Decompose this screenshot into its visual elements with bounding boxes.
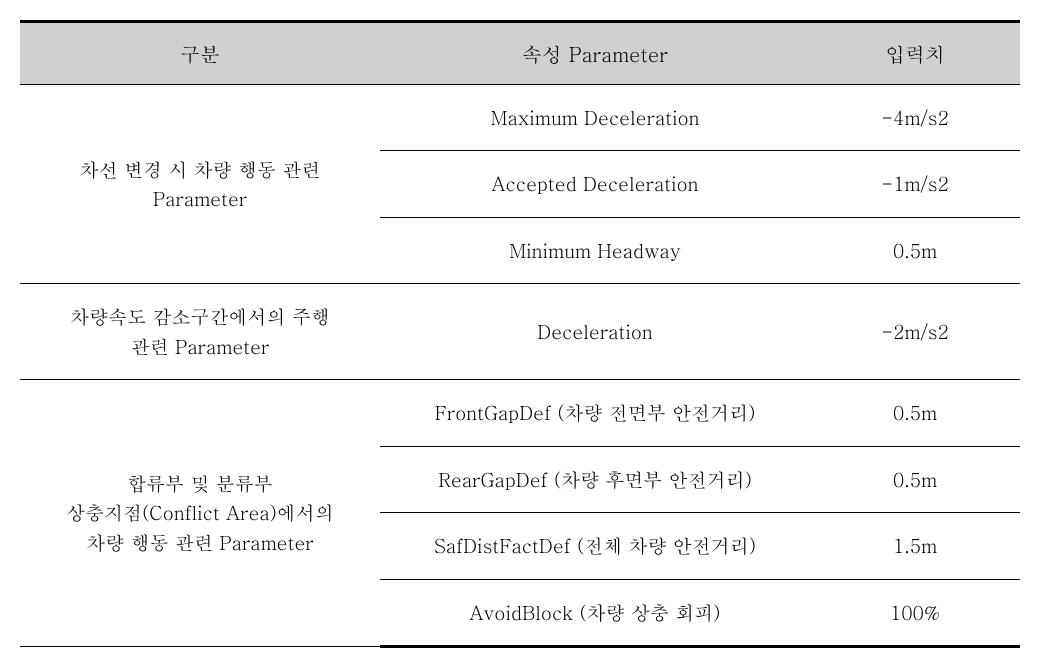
header-row: 구분 속성 Parameter 입력치 — [20, 22, 1020, 85]
value-cell: 0.5m — [810, 217, 1020, 283]
col-header-param: 속성 Parameter — [380, 22, 810, 85]
table-row: 합류부 및 분류부상충지점(Conflict Area)에서의차량 행동 관련 … — [20, 380, 1020, 446]
col-header-category: 구분 — [20, 22, 380, 85]
value-cell: 100% — [810, 579, 1020, 646]
param-cell: Accepted Deceleration — [380, 151, 810, 217]
param-cell: AvoidBlock (차량 상충 회피) — [380, 579, 810, 646]
category-cell: 차선 변경 시 차량 행동 관련Parameter — [20, 85, 380, 284]
value-cell: -2m/s2 — [810, 284, 1020, 380]
value-cell: -4m/s2 — [810, 85, 1020, 151]
param-cell: Maximum Deceleration — [380, 85, 810, 151]
value-cell: 1.5m — [810, 513, 1020, 579]
param-cell: FrontGapDef (차량 전면부 안전거리) — [380, 380, 810, 446]
category-cell: 합류부 및 분류부상충지점(Conflict Area)에서의차량 행동 관련 … — [20, 380, 380, 647]
category-cell: 차량속도 감소구간에서의 주행관련 Parameter — [20, 284, 380, 380]
param-cell: Minimum Headway — [380, 217, 810, 283]
table-row: 차량속도 감소구간에서의 주행관련 Parameter Deceleration… — [20, 284, 1020, 380]
table-row: 차선 변경 시 차량 행동 관련Parameter Maximum Decele… — [20, 85, 1020, 151]
param-cell: SafDistFactDef (전체 차량 안전거리) — [380, 513, 810, 579]
param-cell: Deceleration — [380, 284, 810, 380]
parameter-table: 구분 속성 Parameter 입력치 차선 변경 시 차량 행동 관련Para… — [20, 20, 1020, 648]
value-cell: -1m/s2 — [810, 151, 1020, 217]
value-cell: 0.5m — [810, 380, 1020, 446]
value-cell: 0.5m — [810, 446, 1020, 512]
col-header-value: 입력치 — [810, 22, 1020, 85]
param-cell: RearGapDef (차량 후면부 안전거리) — [380, 446, 810, 512]
